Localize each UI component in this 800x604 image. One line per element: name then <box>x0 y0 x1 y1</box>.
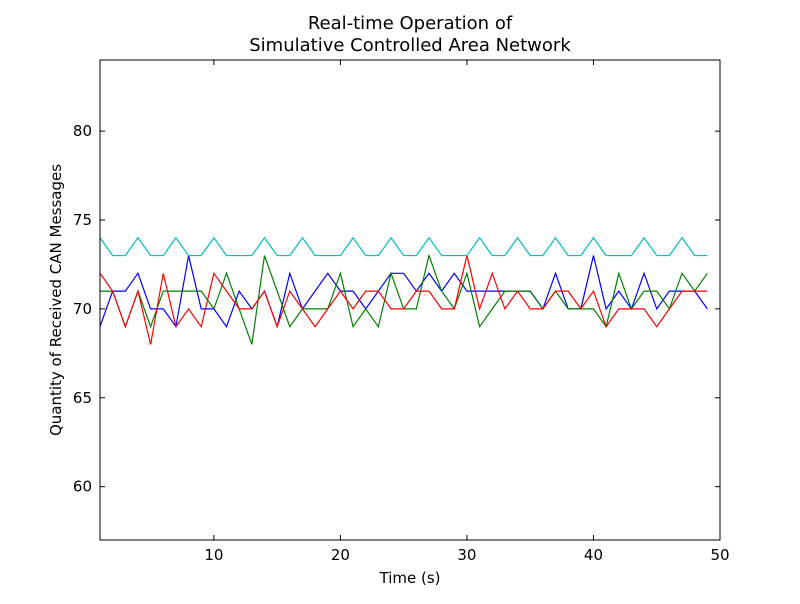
x-tick-label: 50 <box>710 546 729 564</box>
y-tick-label: 65 <box>73 389 92 407</box>
plot-area <box>99 236 708 345</box>
chart-title-line: Real-time Operation of <box>308 13 513 34</box>
plot-frame <box>99 59 721 541</box>
series-line-4 <box>99 236 708 257</box>
y-tick-label: 80 <box>73 122 92 140</box>
x-tick-label: 20 <box>331 546 350 564</box>
series-line-3 <box>99 255 708 345</box>
x-axis-label: Time (s) <box>379 569 441 587</box>
x-tick-label: 10 <box>204 546 223 564</box>
axes: 10 20 30 40 50 60 65 70 75 80 <box>73 59 730 564</box>
x-tick-label: 30 <box>457 546 476 564</box>
y-axis-label: Quantity of Received CAN Messages <box>47 164 65 436</box>
y-tick-label: 70 <box>73 300 92 318</box>
chart-title-line: Simulative Controlled Area Network <box>249 35 571 56</box>
series-line-2 <box>100 253 708 345</box>
y-tick-label: 60 <box>73 478 92 496</box>
series-line-1 <box>99 255 708 329</box>
x-tick-label: 40 <box>584 546 603 564</box>
y-tick-label: 75 <box>73 211 92 229</box>
